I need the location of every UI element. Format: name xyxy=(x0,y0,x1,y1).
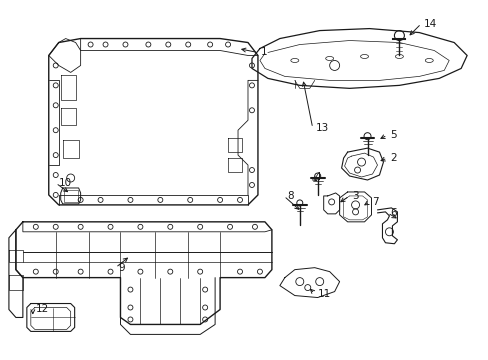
Text: 6: 6 xyxy=(389,208,396,218)
Text: 1: 1 xyxy=(261,48,267,58)
Text: 10: 10 xyxy=(59,178,72,188)
Text: 4: 4 xyxy=(314,172,321,182)
Text: 3: 3 xyxy=(352,191,359,201)
Text: 11: 11 xyxy=(317,289,330,298)
Text: 2: 2 xyxy=(389,153,396,163)
Text: 7: 7 xyxy=(372,197,378,207)
Text: 8: 8 xyxy=(286,191,293,201)
Text: 5: 5 xyxy=(389,130,396,140)
Text: 13: 13 xyxy=(315,123,328,133)
Text: 12: 12 xyxy=(36,305,49,315)
Text: 14: 14 xyxy=(424,19,437,28)
Text: 9: 9 xyxy=(118,263,125,273)
